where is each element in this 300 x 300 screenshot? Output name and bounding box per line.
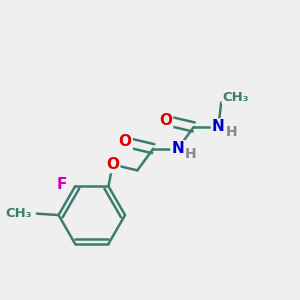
Text: O: O — [119, 134, 132, 149]
Text: CH₃: CH₃ — [223, 91, 249, 104]
Text: H: H — [185, 147, 197, 161]
Text: O: O — [106, 157, 119, 172]
Text: N: N — [172, 141, 184, 156]
Text: N: N — [212, 119, 225, 134]
Text: H: H — [226, 125, 237, 139]
Text: CH₃: CH₃ — [5, 207, 32, 220]
Text: O: O — [159, 112, 172, 128]
Text: F: F — [57, 177, 67, 192]
